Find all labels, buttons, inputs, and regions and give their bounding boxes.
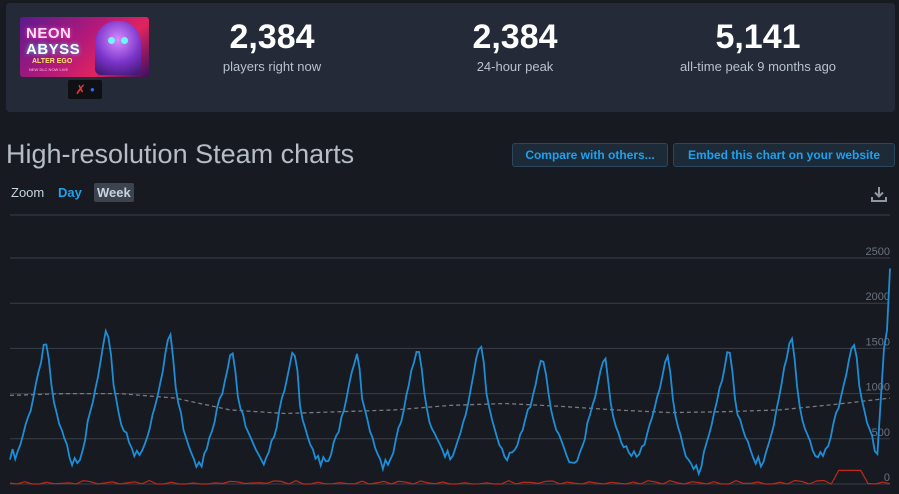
- stat-value: 2,384: [229, 18, 315, 56]
- cover-subtitle: ALTER EGO: [32, 58, 73, 65]
- stat-current-players: 2,384 players right now: [190, 17, 354, 74]
- download-icon[interactable]: [870, 185, 888, 203]
- stat-value: 2,384: [472, 18, 558, 56]
- cover-title-line1: NEON: [26, 25, 72, 42]
- playstation-icon: ●: [90, 85, 95, 94]
- compare-button[interactable]: Compare with others...: [512, 143, 668, 167]
- y-tick-label: 0: [884, 472, 890, 484]
- cover-character: [95, 21, 141, 75]
- y-tick-label: 500: [872, 427, 890, 439]
- cover-tagline: NEW DLC NOW LIVE: [29, 67, 69, 72]
- y-tick-label: 1000: [866, 382, 890, 394]
- secondary-series-line: [9, 469, 891, 485]
- zoom-day-button[interactable]: Day: [58, 185, 82, 200]
- game-cover-image[interactable]: NEON ABYSS ALTER EGO NEW DLC NOW LIVE: [20, 17, 149, 77]
- stat-all-time-peak: 5,141 all-time peak 9 months ago: [658, 17, 858, 74]
- y-tick-label: 2500: [866, 246, 890, 258]
- zoom-label: Zoom: [11, 185, 45, 200]
- stat-label: all-time peak 9 months ago: [679, 59, 837, 74]
- y-tick-label: 2000: [866, 291, 890, 303]
- average-players-line: [9, 392, 891, 415]
- stat-label: players right now: [222, 59, 322, 74]
- cover-eye: [108, 37, 115, 44]
- cover-eye: [121, 37, 128, 44]
- section-title: High-resolution Steam charts: [6, 139, 355, 169]
- xbox-x-icon: ✗: [75, 81, 87, 97]
- stat-label: 24-hour peak: [476, 59, 554, 74]
- chart-grid: [10, 214, 890, 485]
- platform-badge: ✗ ●: [68, 80, 102, 99]
- zoom-week-button[interactable]: Week: [94, 183, 134, 202]
- stat-value: 5,141: [715, 18, 801, 56]
- players-line[interactable]: [9, 268, 891, 477]
- cover-title-line2: ABYSS: [26, 41, 81, 58]
- stat-24h-peak: 2,384 24-hour peak: [433, 17, 597, 74]
- stats-header: NEON ABYSS ALTER EGO NEW DLC NOW LIVE ✗ …: [6, 3, 895, 112]
- embed-button[interactable]: Embed this chart on your website: [673, 143, 895, 167]
